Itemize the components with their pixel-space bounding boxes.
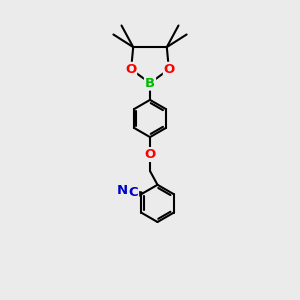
Text: N: N xyxy=(117,184,128,197)
Text: O: O xyxy=(144,148,156,161)
Text: B: B xyxy=(145,76,155,90)
Text: C: C xyxy=(128,186,138,199)
Text: O: O xyxy=(164,63,175,76)
Text: O: O xyxy=(125,63,136,76)
